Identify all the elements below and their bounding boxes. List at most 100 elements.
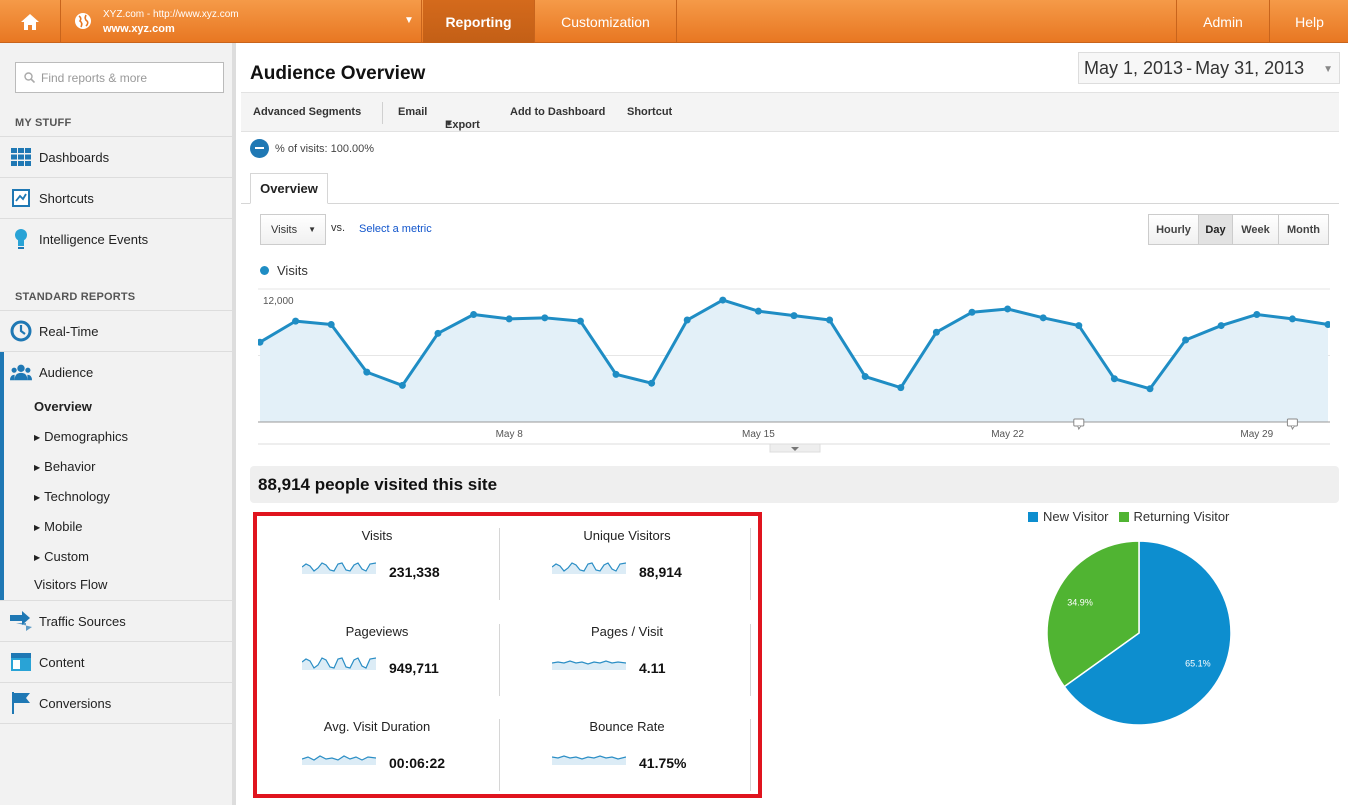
metric-value: 231,338 — [389, 564, 440, 580]
chevron-down-icon: ▼ — [404, 15, 414, 26]
sidebar-item-mobile[interactable]: ▶ Mobile — [34, 519, 82, 534]
data-point — [648, 379, 656, 387]
select-metric-link[interactable]: Select a metric — [359, 223, 432, 235]
metric-unique-visitors[interactable]: Unique Visitors 88,914 — [507, 516, 747, 598]
sidebar-item-visitors-flow[interactable]: Visitors Flow — [34, 577, 108, 592]
metric-pageviews[interactable]: Pageviews 949,711 — [257, 612, 497, 694]
granularity-day[interactable]: Day — [1198, 214, 1233, 245]
date-range-picker[interactable]: May 1, 2013 - May 31, 2013 ▼ — [1078, 52, 1340, 84]
chart-legend: Visits — [260, 263, 308, 278]
sidebar-item-label: Behavior — [44, 459, 96, 474]
pie-slice — [1046, 540, 1140, 688]
sidebar-item-label: Shortcuts — [39, 190, 94, 206]
sidebar-item-audience[interactable]: Audience — [0, 351, 233, 392]
home-button[interactable] — [0, 0, 61, 43]
data-point — [505, 315, 513, 323]
data-point — [790, 312, 798, 320]
pie-slice — [1063, 540, 1232, 726]
toolbar-divider — [382, 102, 383, 124]
metric-name: Pages / Visit — [590, 624, 664, 639]
y-tick-label: 12,000 — [263, 296, 294, 307]
search-placeholder: Find reports & more — [41, 70, 148, 85]
tab-reporting[interactable]: Reporting — [423, 0, 535, 43]
sidebar-item-shortcuts[interactable]: Shortcuts — [0, 177, 233, 218]
sidebar-item-conversions[interactable]: Conversions — [0, 682, 233, 723]
sparkline-avg-visit-duration — [302, 755, 376, 765]
top-navigation-bar: XYZ.com - http://www.xyz.com www.xyz.com… — [0, 0, 1348, 43]
sidebar-item-label: Real-Time — [39, 323, 99, 339]
account-selector[interactable]: XYZ.com - http://www.xyz.com www.xyz.com… — [62, 0, 422, 43]
metric-value: 00:06:22 — [389, 755, 446, 771]
x-tick-label: May 29 — [1240, 429, 1273, 440]
pie-data-label: 34.9% — [1067, 598, 1093, 608]
sidebar-item-traffic-sources[interactable]: Traffic Sources — [0, 600, 233, 641]
data-point — [968, 308, 976, 316]
metric-bounce-rate[interactable]: Bounce Rate 41.75% — [507, 707, 747, 789]
granularity-month[interactable]: Month — [1278, 214, 1329, 245]
metric-name: Pageviews — [345, 624, 409, 639]
sidebar-item-content[interactable]: Content — [0, 641, 233, 682]
metric-visits[interactable]: Visits 231,338 — [257, 516, 497, 598]
metric-name: Unique Visitors — [583, 528, 671, 543]
vs-label: vs. — [331, 222, 346, 234]
segment-indicator[interactable]: % of visits: 100.00% — [250, 139, 374, 158]
sidebar-item-label: Content — [39, 654, 85, 670]
sidebar-item-label: Dashboards — [39, 149, 110, 165]
legend-new-visitor[interactable]: New Visitor — [1028, 509, 1109, 524]
legend-label: Returning Visitor — [1133, 509, 1230, 524]
sidebar-item-label: Technology — [44, 489, 110, 504]
granularity-week[interactable]: Week — [1232, 214, 1279, 245]
sidebar-item-intelligence-events[interactable]: Intelligence Events — [0, 218, 233, 259]
x-tick-label: May 15 — [742, 429, 775, 440]
tab-admin[interactable]: Admin — [1176, 0, 1270, 43]
chart-collapse-handle[interactable] — [769, 443, 821, 453]
sidebar-item-demographics[interactable]: ▶ Demographics — [34, 429, 128, 444]
metric-name: Avg. Visit Duration — [323, 719, 431, 734]
visited-headline: 88,914 people visited this site — [250, 466, 1339, 503]
segment-pie-icon — [250, 139, 269, 158]
area-fill — [260, 300, 1328, 422]
tab-help[interactable]: Help — [1295, 13, 1324, 30]
metrics-highlight-box: Visits 231,338 Unique Visitors 88,914 Pa… — [253, 512, 762, 798]
expand-arrow-icon: ▶ — [34, 553, 41, 562]
sidebar-item-dashboards[interactable]: Dashboards — [0, 136, 233, 177]
legend-label: New Visitor — [1043, 509, 1109, 524]
data-point — [826, 316, 834, 324]
tab-overview[interactable]: Overview — [250, 173, 328, 204]
tab-customization[interactable]: Customization — [535, 0, 677, 43]
advanced-segments-button[interactable]: Advanced Segments — [253, 106, 362, 118]
data-point — [612, 370, 620, 378]
data-point — [541, 314, 549, 322]
sidebar-item-behavior[interactable]: ▶ Behavior — [34, 459, 95, 474]
metric-select[interactable]: Visits ▼ — [260, 214, 326, 245]
sidebar-item-custom[interactable]: ▶ Custom — [34, 549, 89, 564]
shortcut-icon — [10, 187, 32, 209]
data-point — [1110, 375, 1118, 383]
metric-select-value: Visits — [271, 223, 298, 236]
granularity-hourly[interactable]: Hourly — [1148, 214, 1199, 245]
metric-pages-per-visit[interactable]: Pages / Visit 4.11 — [507, 612, 747, 694]
search-icon — [24, 72, 35, 83]
date-start: May 1, 2013 — [1084, 57, 1184, 78]
data-point — [897, 384, 905, 392]
real-time-icon — [10, 320, 32, 342]
legend-returning-visitor[interactable]: Returning Visitor — [1118, 509, 1230, 524]
metric-value: 88,914 — [639, 564, 682, 580]
data-point — [363, 368, 371, 376]
visitor-type-pie-chart[interactable]: 65.1% 34.9% — [1044, 540, 1234, 730]
add-to-dashboard-button[interactable]: Add to Dashboard — [510, 106, 606, 118]
data-point — [398, 381, 406, 389]
sidebar-item-technology[interactable]: ▶ Technology — [34, 489, 110, 504]
email-button[interactable]: Email — [398, 106, 428, 118]
expand-arrow-icon: ▶ — [34, 523, 41, 532]
metric-avg-visit-duration[interactable]: Avg. Visit Duration 00:06:22 — [257, 707, 497, 789]
data-point — [1039, 314, 1047, 322]
sidebar-item-real-time[interactable]: Real-Time — [0, 310, 233, 351]
shortcut-button[interactable]: Shortcut — [627, 106, 673, 118]
search-input[interactable]: Find reports & more — [15, 62, 224, 93]
sidebar-item-overview[interactable]: Overview — [34, 399, 92, 414]
metric-divider — [750, 719, 751, 791]
account-url: XYZ.com - http://www.xyz.com — [103, 9, 239, 20]
annotation-marker-icon — [1286, 418, 1298, 431]
